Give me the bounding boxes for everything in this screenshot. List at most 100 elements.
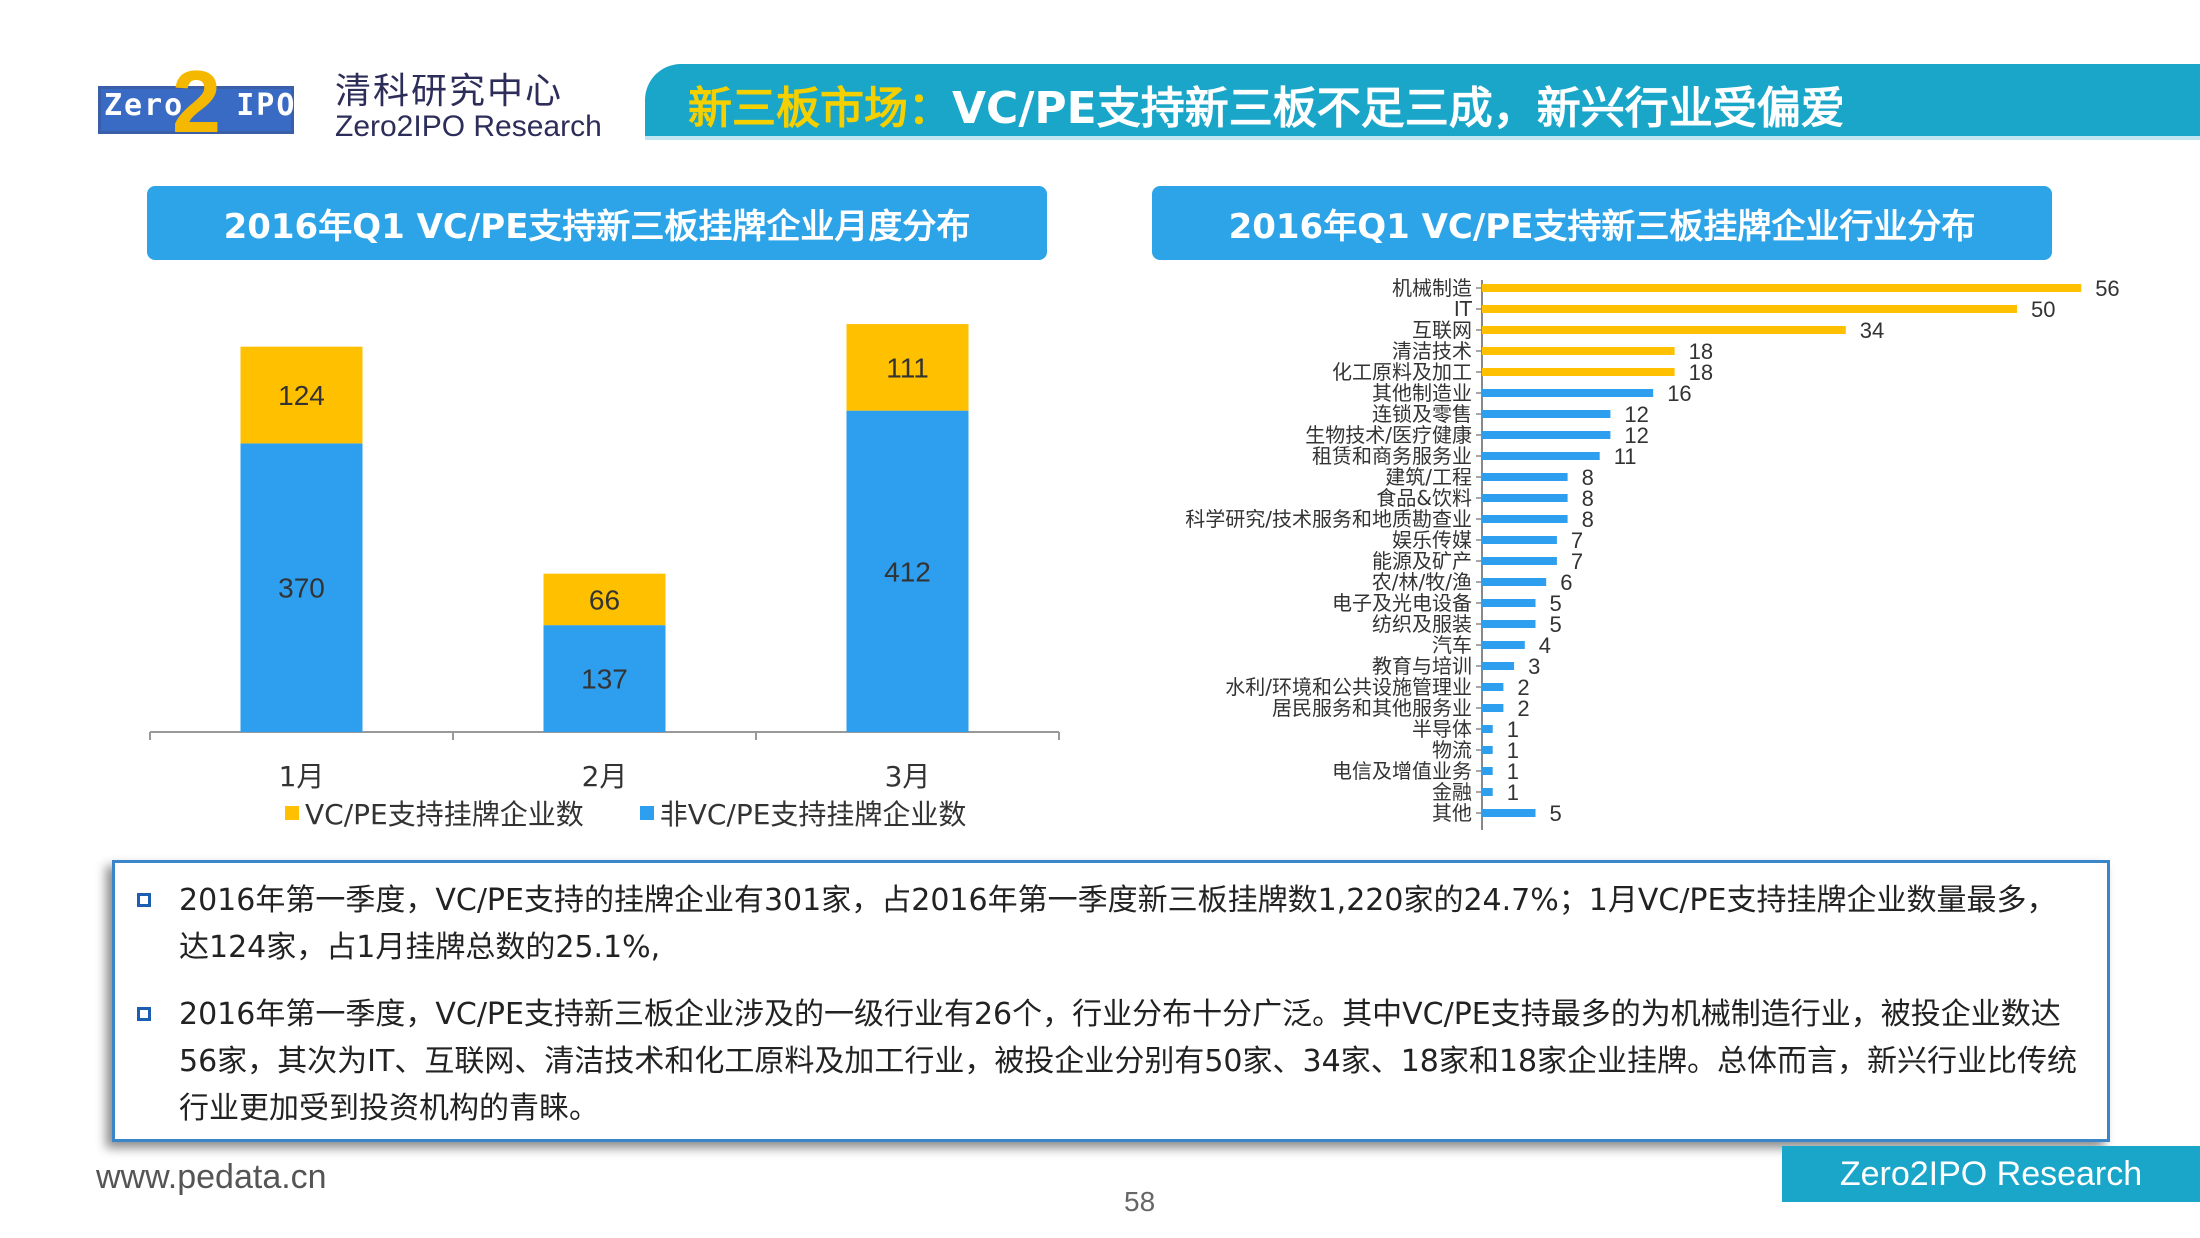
- bar: [1482, 788, 1493, 796]
- data-label: 8: [1582, 507, 1594, 532]
- bar: [1482, 326, 1846, 334]
- category-label: 教育与培训: [1372, 654, 1472, 678]
- bar: [1482, 515, 1568, 523]
- note-text: 2016年第一季度，VC/PE支持新三板企业涉及的一级行业有26个，行业分布十分…: [179, 997, 2078, 1126]
- data-label: 18: [1689, 339, 1713, 364]
- bar: [1482, 536, 1557, 544]
- page-title: 新三板市场：VC/PE支持新三板不足三成，新兴行业受偏爱: [688, 72, 1845, 136]
- category-label: 电子及光电设备: [1332, 591, 1472, 615]
- bar: [1482, 746, 1493, 754]
- data-label: 1: [1507, 738, 1519, 763]
- monthly-chart-title: 2016年Q1 VC/PE支持新三板挂牌企业月度分布: [147, 186, 1047, 260]
- data-label: 66: [589, 584, 620, 615]
- data-label: 370: [278, 573, 325, 604]
- data-label: 4: [1539, 633, 1551, 658]
- category-label: 生物技术/医疗健康: [1305, 423, 1472, 447]
- data-label: 111: [886, 352, 929, 383]
- legend-label-non-vcpe: 非VC/PE支持挂牌企业数: [659, 798, 967, 831]
- bar-non-vcpe: [846, 410, 969, 732]
- bullet-square-icon: [137, 1007, 151, 1021]
- data-label: 12: [1624, 402, 1648, 427]
- category-label: 食品&饮料: [1376, 486, 1472, 510]
- data-label: 16: [1667, 381, 1691, 406]
- legend-swatch-non-vcpe: [639, 806, 654, 820]
- org-name-cn: 清科研究中心: [335, 71, 564, 112]
- category-label: 物流: [1432, 738, 1472, 762]
- industry-chart-title: 2016年Q1 VC/PE支持新三板挂牌企业行业分布: [1152, 186, 2052, 260]
- bar: [1482, 389, 1654, 397]
- category-label: 居民服务和其他服务业: [1272, 696, 1472, 720]
- category-label: 化工原料及加工: [1332, 360, 1472, 384]
- data-label: 1: [1507, 759, 1519, 784]
- category-label: 建筑/工程: [1385, 465, 1472, 489]
- logo-box: [98, 86, 294, 134]
- bar: [1482, 431, 1611, 439]
- data-label: 5: [1550, 612, 1562, 637]
- bar: [1482, 809, 1536, 817]
- category-label: 娱乐传媒: [1392, 528, 1472, 552]
- org-name-en: Zero2IPO Research: [335, 110, 602, 143]
- category-label: 连锁及零售: [1372, 402, 1472, 426]
- category-label: 清洁技术: [1392, 339, 1472, 363]
- category-label: 能源及矿产: [1372, 549, 1472, 573]
- x-tick-label: 3月: [885, 760, 931, 790]
- category-label: 机械制造: [1392, 276, 1472, 300]
- category-label: 半导体: [1412, 717, 1472, 741]
- category-label: IT: [1454, 297, 1473, 321]
- data-label: 8: [1582, 486, 1594, 511]
- category-label: 纺织及服装: [1372, 612, 1472, 636]
- legend-label-vcpe: VC/PE支持挂牌企业数: [305, 798, 584, 831]
- data-label: 137: [581, 664, 628, 695]
- bar: [1482, 284, 2082, 292]
- logo-text: Zero IPO: [104, 88, 297, 123]
- notes-box: 2016年第一季度，VC/PE支持的挂牌企业有301家，占2016年第一季度新三…: [112, 860, 2110, 1142]
- bar: [1482, 767, 1493, 775]
- data-label: 3: [1528, 654, 1540, 679]
- bar: [1482, 347, 1675, 355]
- category-label: 其他: [1432, 801, 1472, 825]
- bar-non-vcpe: [240, 443, 363, 732]
- legend: VC/PE支持挂牌企业数 非VC/PE支持挂牌企业数: [285, 793, 966, 833]
- data-label: 7: [1571, 549, 1583, 574]
- bar: [1482, 578, 1547, 586]
- data-label: 56: [2095, 276, 2119, 301]
- category-label: 水利/环境和公共设施管理业: [1225, 675, 1472, 699]
- legend-item-non-vcpe: 非VC/PE支持挂牌企业数: [639, 793, 967, 833]
- bar-non-vcpe: [543, 625, 666, 732]
- note-text: 2016年第一季度，VC/PE支持的挂牌企业有301家，占2016年第一季度新三…: [179, 883, 2057, 965]
- legend-item-vcpe: VC/PE支持挂牌企业数: [285, 793, 584, 833]
- bar: [1482, 704, 1504, 712]
- bar: [1482, 683, 1504, 691]
- data-label: 50: [2031, 297, 2055, 322]
- title-highlight: 新三板市场：: [688, 83, 952, 134]
- category-label: 汽车: [1432, 633, 1472, 657]
- bar-vcpe: [543, 573, 666, 626]
- data-label: 6: [1560, 570, 1572, 595]
- category-label: 其他制造业: [1372, 381, 1472, 405]
- data-label: 412: [884, 556, 931, 587]
- bar-vcpe: [240, 346, 363, 444]
- bar-vcpe: [846, 324, 969, 411]
- data-label: 11: [1614, 444, 1637, 469]
- bar: [1482, 368, 1675, 376]
- data-label: 7: [1571, 528, 1583, 553]
- data-label: 12: [1624, 423, 1648, 448]
- monthly-stacked-bar-chart: 370 124 1月 137 66 2月 412 111 3月: [149, 324, 1060, 790]
- title-bar: [645, 64, 2200, 136]
- data-label: 8: [1582, 465, 1594, 490]
- title-rest: VC/PE支持新三板不足三成，新兴行业受偏爱: [952, 83, 1845, 134]
- category-label: 互联网: [1412, 318, 1472, 342]
- footer-brand: Zero2IPO Research: [1782, 1146, 2200, 1202]
- bar: [1482, 473, 1568, 481]
- data-label: 1: [1507, 717, 1519, 742]
- bar: [1482, 620, 1536, 628]
- note-item: 2016年第一季度，VC/PE支持新三板企业涉及的一级行业有26个，行业分布十分…: [137, 991, 2079, 1132]
- data-label: 124: [278, 380, 325, 411]
- bar: [1482, 305, 2017, 313]
- page-number: 58: [1124, 1186, 1156, 1217]
- bar: [1482, 410, 1611, 418]
- bullet-square-icon: [137, 893, 151, 907]
- category-label: 农/林/牧/渔: [1372, 570, 1472, 594]
- data-label: 2: [1517, 675, 1529, 700]
